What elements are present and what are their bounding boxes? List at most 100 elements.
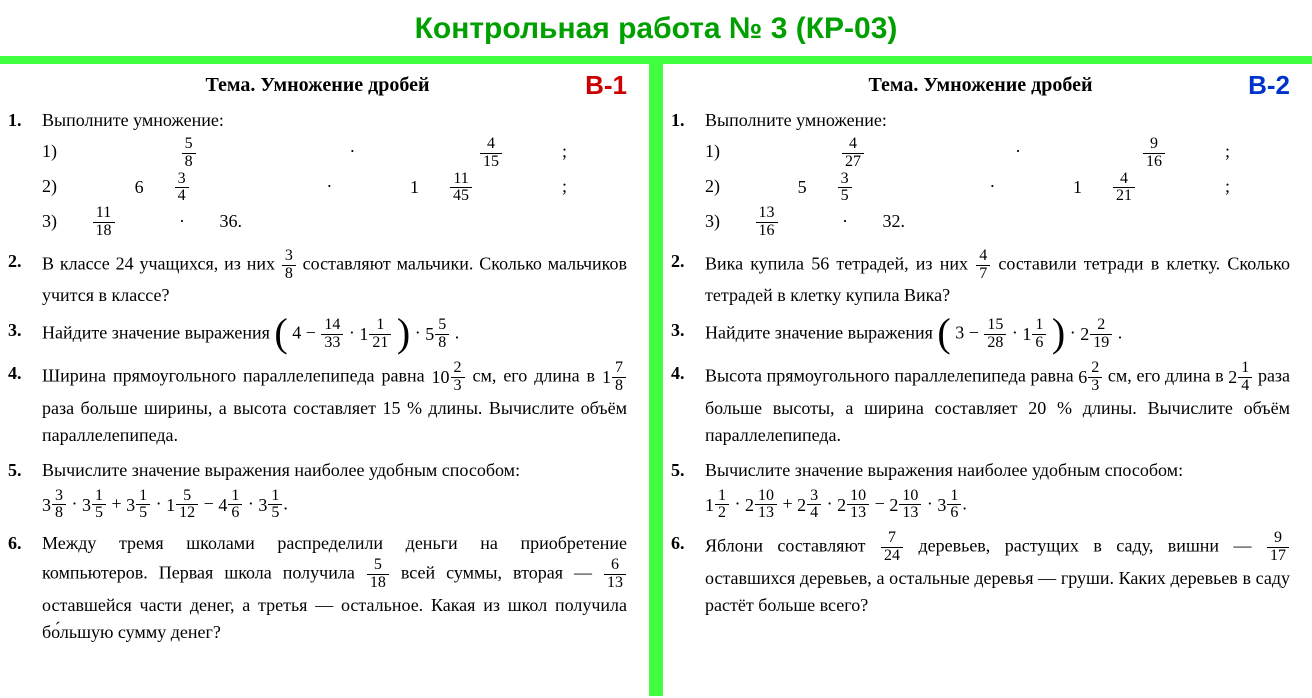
dot: · [179,211,185,231]
op: + [783,493,798,513]
op: + [112,493,127,513]
v1-p6-num: 6. [8,530,42,646]
fr-n: 9 [1143,136,1165,154]
mix-w: 4 [218,494,227,514]
fr-d: 13 [604,575,626,592]
v1-p5-expr: 338 · 315 + 315 · 1512 − 416 · 315. [42,488,627,523]
fr-n: 4 [1113,171,1135,189]
v2-p1-num: 1. [671,107,705,240]
fr-n: 4 [976,248,990,266]
op: − [204,493,219,513]
op: · [735,493,741,513]
mix-w: 3 [937,494,946,514]
v2-p2: 2. Вика купила 56 тетрадей, из них 47 со… [671,248,1290,310]
fr-d: 13 [755,505,777,522]
v1-p2: 2. В классе 24 учащихся, из них 38 соста… [8,248,627,310]
v2-p1-sp3-label: 3) [705,211,720,231]
mix-w: 10 [432,367,450,387]
text: Высота прямоугольного параллелепипеда ра… [705,365,1078,385]
page-title: Контрольная работа № 3 (КР-03) [0,0,1312,56]
mix-w: 5 [425,324,434,344]
text: 4 − [292,323,320,343]
fr-d: 7 [976,266,990,283]
mix-w: 3 [126,494,135,514]
v2-p6-num: 6. [671,530,705,619]
fr-d: 6 [947,505,961,522]
fr-d: 33 [321,335,343,352]
sep: ; [1225,141,1230,161]
fr-n: 2 [1090,317,1112,335]
fr-n: 1 [228,488,242,506]
fr-d: 5 [838,188,852,205]
v2-p4: 4. Высота прямоугольного параллелепипеда… [671,360,1290,449]
fr-d: 15 [480,154,502,171]
text: Яблони составляют [705,536,880,556]
mix-w: 1 [410,177,419,197]
mix-w: 2 [837,494,846,514]
dot: · [349,141,355,161]
fr-d: 21 [1113,188,1135,205]
text: деревьев, растущих в саду, вишни — [918,536,1266,556]
fr-n: 7 [881,530,903,548]
fr-n: 13 [756,205,778,223]
mix-w: 1 [1073,177,1082,197]
text: В классе 24 учащихся, из них [42,253,281,273]
v2-p1-lead: Выполните умножение: [705,110,887,130]
mix-w: 2 [1080,324,1089,344]
text: всей суммы, вторая — [401,563,603,583]
fr-n: 10 [899,488,921,506]
v1-p1-sp3-label: 3) [42,211,57,231]
v2-p3: 3. Найдите значение выражения ( 3 − 1528… [671,317,1290,352]
mix-w: 2 [1228,367,1237,387]
dot: · [842,211,848,231]
mix-w: 1 [602,367,611,387]
fr-n: 3 [52,488,66,506]
text: Ширина прямоугольного параллелепипеда ра… [42,365,432,385]
fr-d: 45 [450,188,472,205]
fr-n: 5 [176,488,198,506]
dot: · [1012,323,1018,343]
dot: · [415,323,421,343]
v1-p6: 6. Между тремя школами распределили день… [8,530,627,646]
int: 36. [220,211,243,231]
fr-d: 21 [369,335,391,352]
fr-d: 4 [175,188,189,205]
variant-1-topic: Тема. Умножение дробей [8,74,627,97]
mix-w: 3 [42,494,51,514]
fr-n: 3 [807,488,821,506]
fr-n: 9 [1267,530,1289,548]
variant-2-problems: 1. Выполните умножение: 1) 427 · 916; 2)… [671,107,1290,619]
sep: ; [562,176,567,196]
fr-n: 1 [369,317,391,335]
text: раза больше ширины, а высота составляет … [42,398,627,445]
fr-d: 4 [807,505,821,522]
fr-d: 24 [881,548,903,565]
fr-d: 16 [756,223,778,240]
int: 32. [883,211,906,231]
fr-d: 28 [984,335,1006,352]
fr-n: 5 [367,557,389,575]
fr-n: 2 [451,360,465,378]
v1-p3-num: 3. [8,317,42,352]
op: · [156,493,162,513]
mix-w: 2 [745,494,754,514]
v2-p1-sp1-label: 1) [705,141,720,161]
fr-d: 27 [842,154,864,171]
dot: · [989,176,995,196]
fr-d: 3 [1088,378,1102,395]
fr-n: 1 [715,488,729,506]
fr-d: 13 [899,505,921,522]
variant-2-sheet: В-2 Тема. Умножение дробей 1. Выполните … [657,56,1312,696]
mix-w: 1 [359,324,368,344]
text: оставшихся деревьев, а остальные деревья… [705,568,1290,615]
fr-n: 1 [136,488,150,506]
v1-p1-sp2-label: 2) [42,176,57,196]
fr-n: 1 [92,488,106,506]
dot: · [349,323,355,343]
fr-n: 2 [1088,360,1102,378]
v1-p4-num: 4. [8,360,42,449]
v1-p1-subparts: 1) 58 · 415; 2) 634 · 11145; 3) [42,136,627,240]
dot: · [1070,323,1076,343]
mix-w: 6 [1078,367,1087,387]
fr-d: 8 [435,335,449,352]
